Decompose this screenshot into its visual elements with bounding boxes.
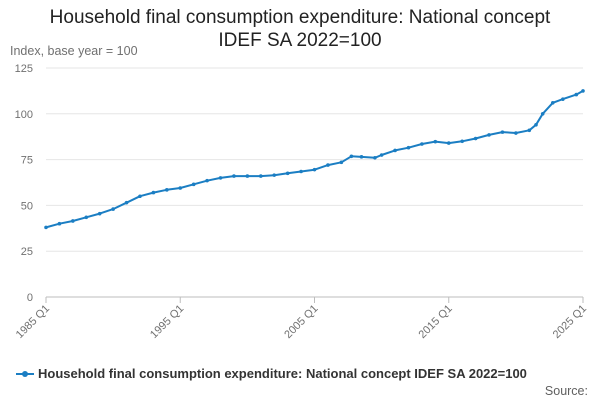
data-point (339, 160, 344, 165)
data-point (460, 139, 464, 144)
data-point (446, 141, 451, 145)
data-point (272, 173, 277, 177)
chart-title: Household final consumption expenditure:… (0, 6, 600, 52)
data-point (487, 133, 491, 137)
data-point (379, 153, 384, 157)
legend[interactable]: Household final consumption expenditure:… (16, 366, 527, 381)
data-point (534, 122, 538, 127)
y-axis-label: Index, base year = 100 (10, 44, 138, 58)
chart-title-line-1: Household final consumption expenditure:… (49, 7, 551, 28)
data-point (550, 101, 555, 105)
data-point (473, 136, 478, 141)
y-tick-label: 50 (21, 200, 33, 212)
data-point (97, 211, 102, 216)
data-point (406, 145, 411, 150)
x-tick-label: 2005 Q1 (282, 303, 320, 341)
data-point (218, 176, 223, 180)
data-point (581, 89, 585, 93)
x-tick-label: 2015 Q1 (417, 303, 455, 341)
y-tick-label: 125 (15, 63, 33, 75)
data-point (500, 130, 505, 134)
data-point (420, 142, 424, 146)
data-point (245, 174, 250, 178)
series-line (45, 90, 584, 229)
data-point (178, 186, 183, 190)
data-point (138, 194, 142, 199)
y-tick-label: 0 (27, 292, 33, 304)
data-point (349, 154, 354, 159)
x-tick-label: 1995 Q1 (148, 303, 186, 341)
data-point (44, 225, 48, 230)
data-point (326, 163, 330, 167)
data-point (111, 207, 115, 211)
data-point (561, 97, 565, 101)
legend-label: Household final consumption expenditure:… (38, 366, 527, 381)
data-point (359, 155, 364, 159)
data-point (299, 169, 303, 174)
data-point (84, 215, 89, 220)
data-point (71, 219, 75, 223)
x-tick-label: 1985 Q1 (14, 303, 52, 341)
source-label: Source: (544, 384, 588, 398)
data-point (514, 131, 518, 135)
data-point (433, 139, 438, 144)
data-point (527, 128, 532, 133)
data-point (574, 92, 579, 97)
data-point (191, 182, 196, 187)
data-point (205, 178, 209, 183)
y-tick-label: 100 (15, 109, 33, 121)
y-tick-label: 25 (21, 246, 33, 258)
chart-title-line-2: IDEF SA 2022=100 (218, 30, 382, 51)
data-point (57, 221, 62, 226)
data-point (285, 171, 290, 176)
x-tick-label: 2025 Q1 (551, 303, 589, 341)
y-tick-label: 75 (21, 155, 33, 167)
legend-swatch-icon (16, 368, 34, 380)
data-point (373, 155, 377, 160)
data-point (312, 167, 317, 172)
data-point (232, 174, 236, 178)
data-point (124, 200, 129, 205)
data-point (540, 112, 545, 116)
data-point (393, 148, 397, 153)
data-point (151, 190, 156, 195)
data-point (259, 174, 263, 178)
data-point (165, 188, 169, 192)
